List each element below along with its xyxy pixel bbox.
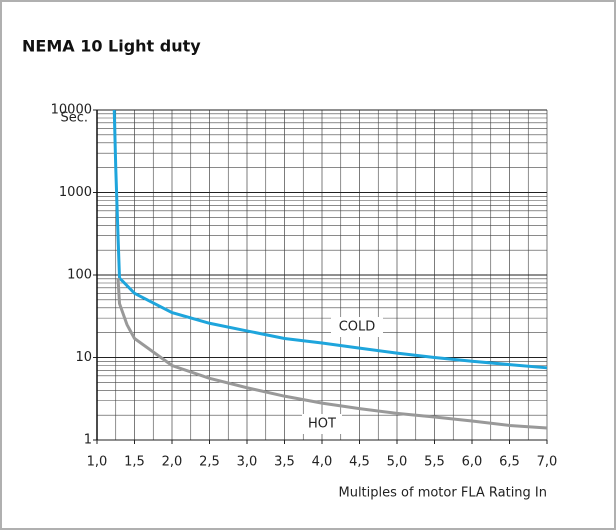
label-box	[302, 414, 342, 434]
y-tick-label: 1000	[59, 185, 92, 200]
y-axis-label: Sec.	[60, 111, 88, 126]
x-tick-label: 4,0	[312, 455, 333, 470]
x-tick-label: 5,0	[387, 455, 408, 470]
chart-title: NEMA 10 Light duty	[22, 37, 201, 56]
x-axis-label: Multiples of motor FLA Rating In	[338, 486, 547, 501]
y-tick-label: 10000	[51, 103, 92, 118]
series-line	[116, 277, 548, 430]
y-tick-label: 100	[67, 268, 92, 283]
x-tick-label: 3,5	[274, 455, 295, 470]
label-box	[331, 317, 383, 337]
x-tick-label: 1,0	[87, 455, 108, 470]
x-tick-label: 2,0	[162, 455, 183, 470]
series-label: HOT	[308, 417, 336, 432]
x-tick-label: 4,5	[349, 455, 370, 470]
x-tick-label: 7,0	[537, 455, 558, 470]
x-tick-label: 5,5	[424, 455, 445, 470]
series-line	[112, 109, 548, 370]
x-tick-label: 6,0	[462, 455, 483, 470]
x-tick-label: 6,5	[499, 455, 520, 470]
x-tick-label: 1,5	[124, 455, 145, 470]
series-label: COLD	[339, 320, 376, 335]
y-tick-label: 10	[75, 350, 92, 365]
x-tick-label: 2,5	[199, 455, 220, 470]
x-tick-label: 3,0	[237, 455, 258, 470]
y-tick-label: 1	[84, 433, 92, 448]
